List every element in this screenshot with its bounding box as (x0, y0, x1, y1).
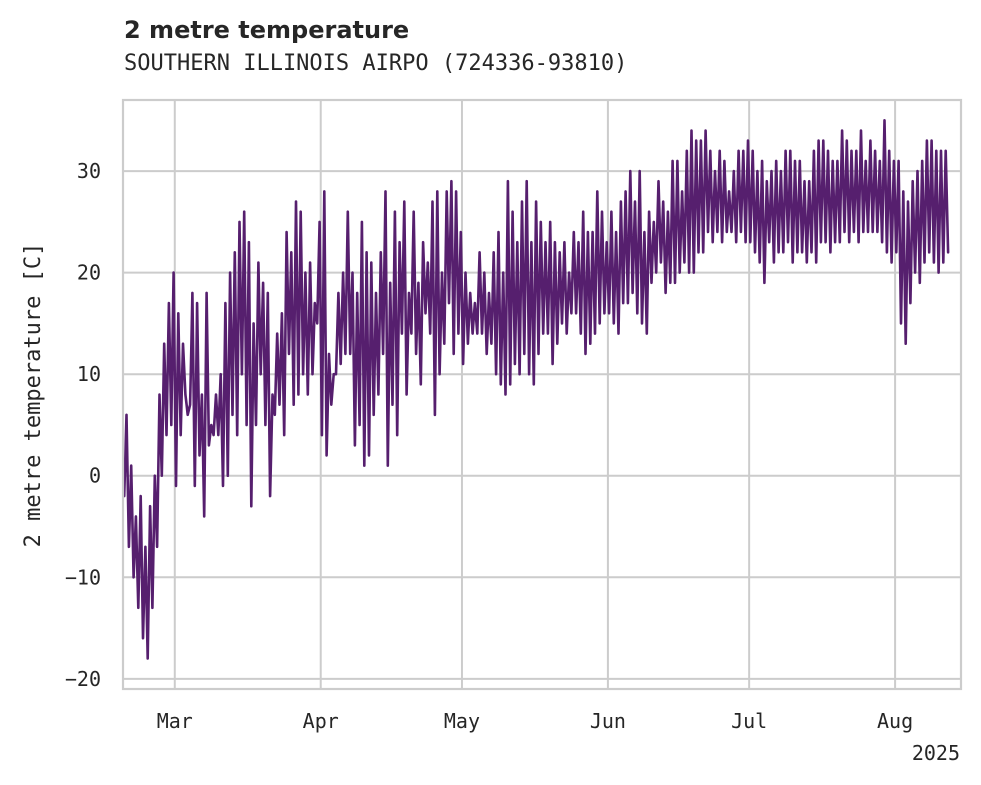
y-tick-label: −20 (65, 667, 101, 691)
x-tick-label: Aug (877, 709, 913, 733)
y-axis-label: 2 metre temperature [C] (21, 243, 46, 548)
x-tick-label: Mar (157, 709, 193, 733)
y-tick-label: −10 (65, 565, 101, 589)
series-layer (122, 119, 950, 660)
x-tick-labels: Mar Apr May Jun Jul Aug (157, 709, 913, 733)
x-tick-label: Apr (303, 709, 339, 733)
x-tick-label: Jul (731, 709, 767, 733)
y-tick-label: 30 (77, 159, 101, 183)
chart-subtitle: SOUTHERN ILLINOIS AIRPO (724336-93810) (124, 51, 628, 76)
y-tick-label: 0 (89, 464, 101, 488)
y-tick-labels: −20 −10 0 10 20 30 (65, 159, 101, 691)
plot-frame (121, 98, 963, 691)
x-offset-label: 2025 (912, 741, 960, 765)
x-tick-label: Jun (590, 709, 626, 733)
y-tick-label: 20 (77, 261, 101, 285)
temperature-series-line (122, 119, 950, 660)
x-tick-label: May (444, 709, 480, 733)
y-tick-label: 10 (77, 362, 101, 386)
chart-title: 2 metre temperature (124, 16, 410, 44)
